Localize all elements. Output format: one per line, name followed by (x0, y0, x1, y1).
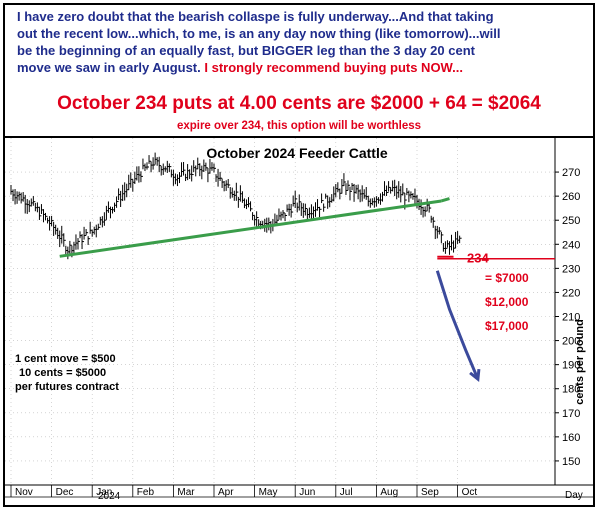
header-line-4-a: move we saw in early August. (17, 60, 205, 75)
price-bars (10, 152, 462, 260)
x-tick-label: Feb (137, 487, 155, 498)
y-tick-label: 260 (562, 191, 580, 203)
support-trendline (59, 199, 442, 258)
x-tick-label: Jan (96, 487, 112, 498)
support-trendline-extension (440, 197, 450, 203)
header-line-3-a: be the beginning of an equally fast, but (17, 43, 262, 58)
note-line-1: 1 cent move = $500 (15, 353, 116, 365)
x-tick-label: Jun (299, 487, 315, 498)
header-line-3-c: leg than the 3 day 20 cent (313, 43, 475, 58)
x-tick-label: Sep (421, 487, 439, 498)
y-tick-label: 270 (562, 167, 580, 179)
section-divider (5, 136, 593, 138)
y-tick-label: 150 (562, 456, 580, 468)
x-axis: Nov Dec Jan Feb Mar Apr May Jun Jul Aug Sep Oct (5, 484, 593, 498)
x-tick-label: Mar (177, 487, 195, 498)
projection-arrow (435, 270, 480, 380)
x-tick-label: Dec (56, 487, 74, 498)
x-tick-label: May (259, 487, 278, 498)
header-commentary: I have zero doubt that the bearish colla… (5, 5, 593, 135)
annotations: 234 = $7000 $12,000 $17,000 (59, 197, 555, 382)
contract-notes: 1 cent move = $500 10 cents = $5000 per … (15, 353, 119, 393)
x-tick-label: Apr (218, 487, 234, 498)
year-label: 2024 (98, 491, 121, 502)
y-tick-label: 180 (562, 384, 580, 396)
x-tick-label: Nov (15, 487, 33, 498)
note-line-2: 10 cents = $5000 (19, 367, 106, 379)
plot-background (5, 138, 555, 485)
y-tick-label: 170 (562, 408, 580, 420)
y-tick-label: 200 (562, 336, 580, 348)
projection-arrowhead (469, 368, 481, 382)
y-tick-label: 240 (562, 239, 580, 251)
y-tick-label: 230 (562, 263, 580, 275)
y-tick-label: 210 (562, 312, 580, 324)
target-label: = $7000 (485, 271, 529, 285)
y-axis: 150 160 170 180 190 200 210 220 230 240 250 260 270 (554, 138, 580, 485)
target-label: $17,000 (485, 319, 529, 333)
header-line-4-recommendation: I strongly recommend buying puts NOW... (204, 60, 463, 75)
strike-label: 234 (467, 251, 489, 266)
header-line-3-emphasis: BIGGER (261, 43, 314, 58)
y-tick-label: 160 (562, 432, 580, 444)
put-option-headline: October 234 puts at 4.00 cents are $2000… (57, 93, 541, 114)
y-axis-label: cents per pound (574, 319, 586, 405)
y-tick-label: 250 (562, 215, 580, 227)
header-line-2: out the recent low...which, to me, is an… (17, 26, 501, 41)
expiry-note: expire over 234, this option will be wor… (176, 120, 422, 132)
header-line-4: move we saw in early August. I strongly … (17, 60, 463, 76)
outer-frame (3, 3, 595, 507)
target-label: $12,000 (485, 295, 529, 309)
note-line-3: per futures contract (15, 381, 119, 393)
header-line-3: be the beginning of an equally fast, but… (17, 43, 475, 59)
chart-title: October 2024 Feeder Cattle (206, 145, 388, 161)
x-tick-label: Jul (340, 487, 353, 498)
x-axis-label: Day (565, 490, 583, 501)
y-tick-label: 220 (562, 287, 580, 299)
header-line-1: I have zero doubt that the bearish colla… (17, 9, 494, 24)
price-chart: 150160170180190200210220230240250260270 … (5, 138, 593, 502)
x-tick-label: Aug (380, 487, 398, 498)
x-tick-label: Oct (462, 487, 478, 498)
y-tick-label: 190 (562, 360, 580, 372)
